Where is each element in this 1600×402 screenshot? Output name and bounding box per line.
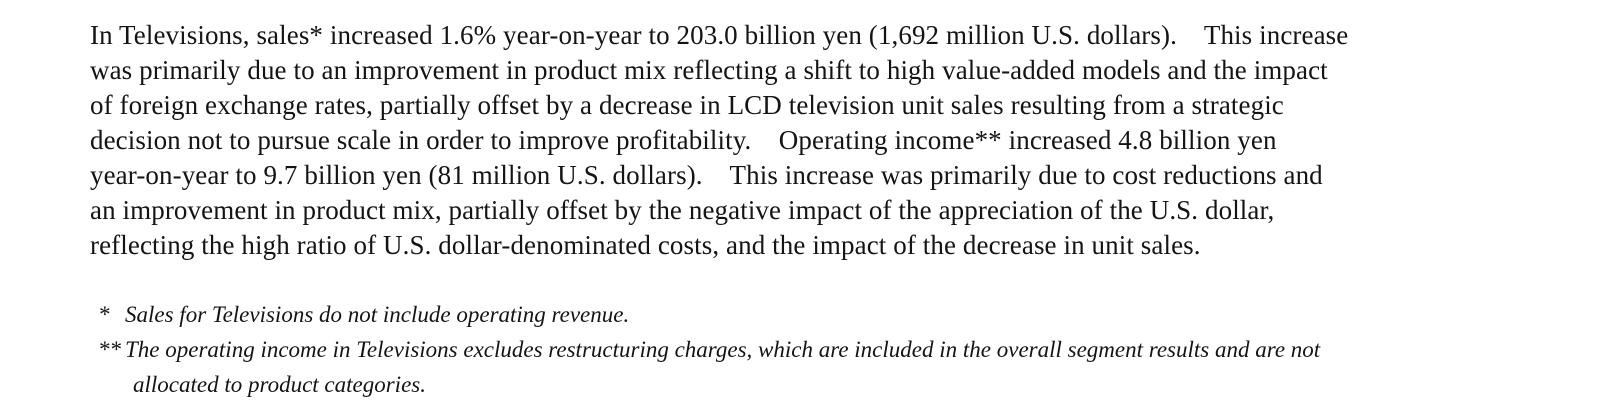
paragraph-line: reflecting the high ratio of U.S. dollar… xyxy=(90,230,1201,260)
footnote-text: allocated to product categories. xyxy=(133,372,426,397)
paragraph-line: year-on-year to 9.7 billion yen (81 mill… xyxy=(90,160,1323,190)
paragraph-line: of foreign exchange rates, partially off… xyxy=(90,90,1284,120)
footnote-operating-income-continuation: allocated to product categories. xyxy=(98,367,1558,402)
footnote-text: Sales for Televisions do not include ope… xyxy=(125,302,630,327)
paragraph-line: decision not to pursue scale in order to… xyxy=(90,125,1277,155)
footnote-sales: * Sales for Televisions do not include o… xyxy=(98,297,1558,332)
televisions-sales-paragraph: In Televisions, sales* increased 1.6% ye… xyxy=(90,18,1550,263)
footnote-marker-asterisk: * xyxy=(98,302,110,327)
footnote-marker-spacer xyxy=(98,367,133,402)
paragraph-line: an improvement in product mix, partially… xyxy=(90,195,1275,225)
paragraph-line: was primarily due to an improvement in p… xyxy=(90,55,1328,85)
paragraph-line: In Televisions, sales* increased 1.6% ye… xyxy=(90,20,1349,50)
footnotes-section: * Sales for Televisions do not include o… xyxy=(98,297,1558,402)
footnote-marker-double-asterisk: ** xyxy=(98,337,121,362)
footnote-operating-income: ** The operating income in Televisions e… xyxy=(98,332,1558,367)
footnote-text: The operating income in Televisions excl… xyxy=(125,337,1321,362)
